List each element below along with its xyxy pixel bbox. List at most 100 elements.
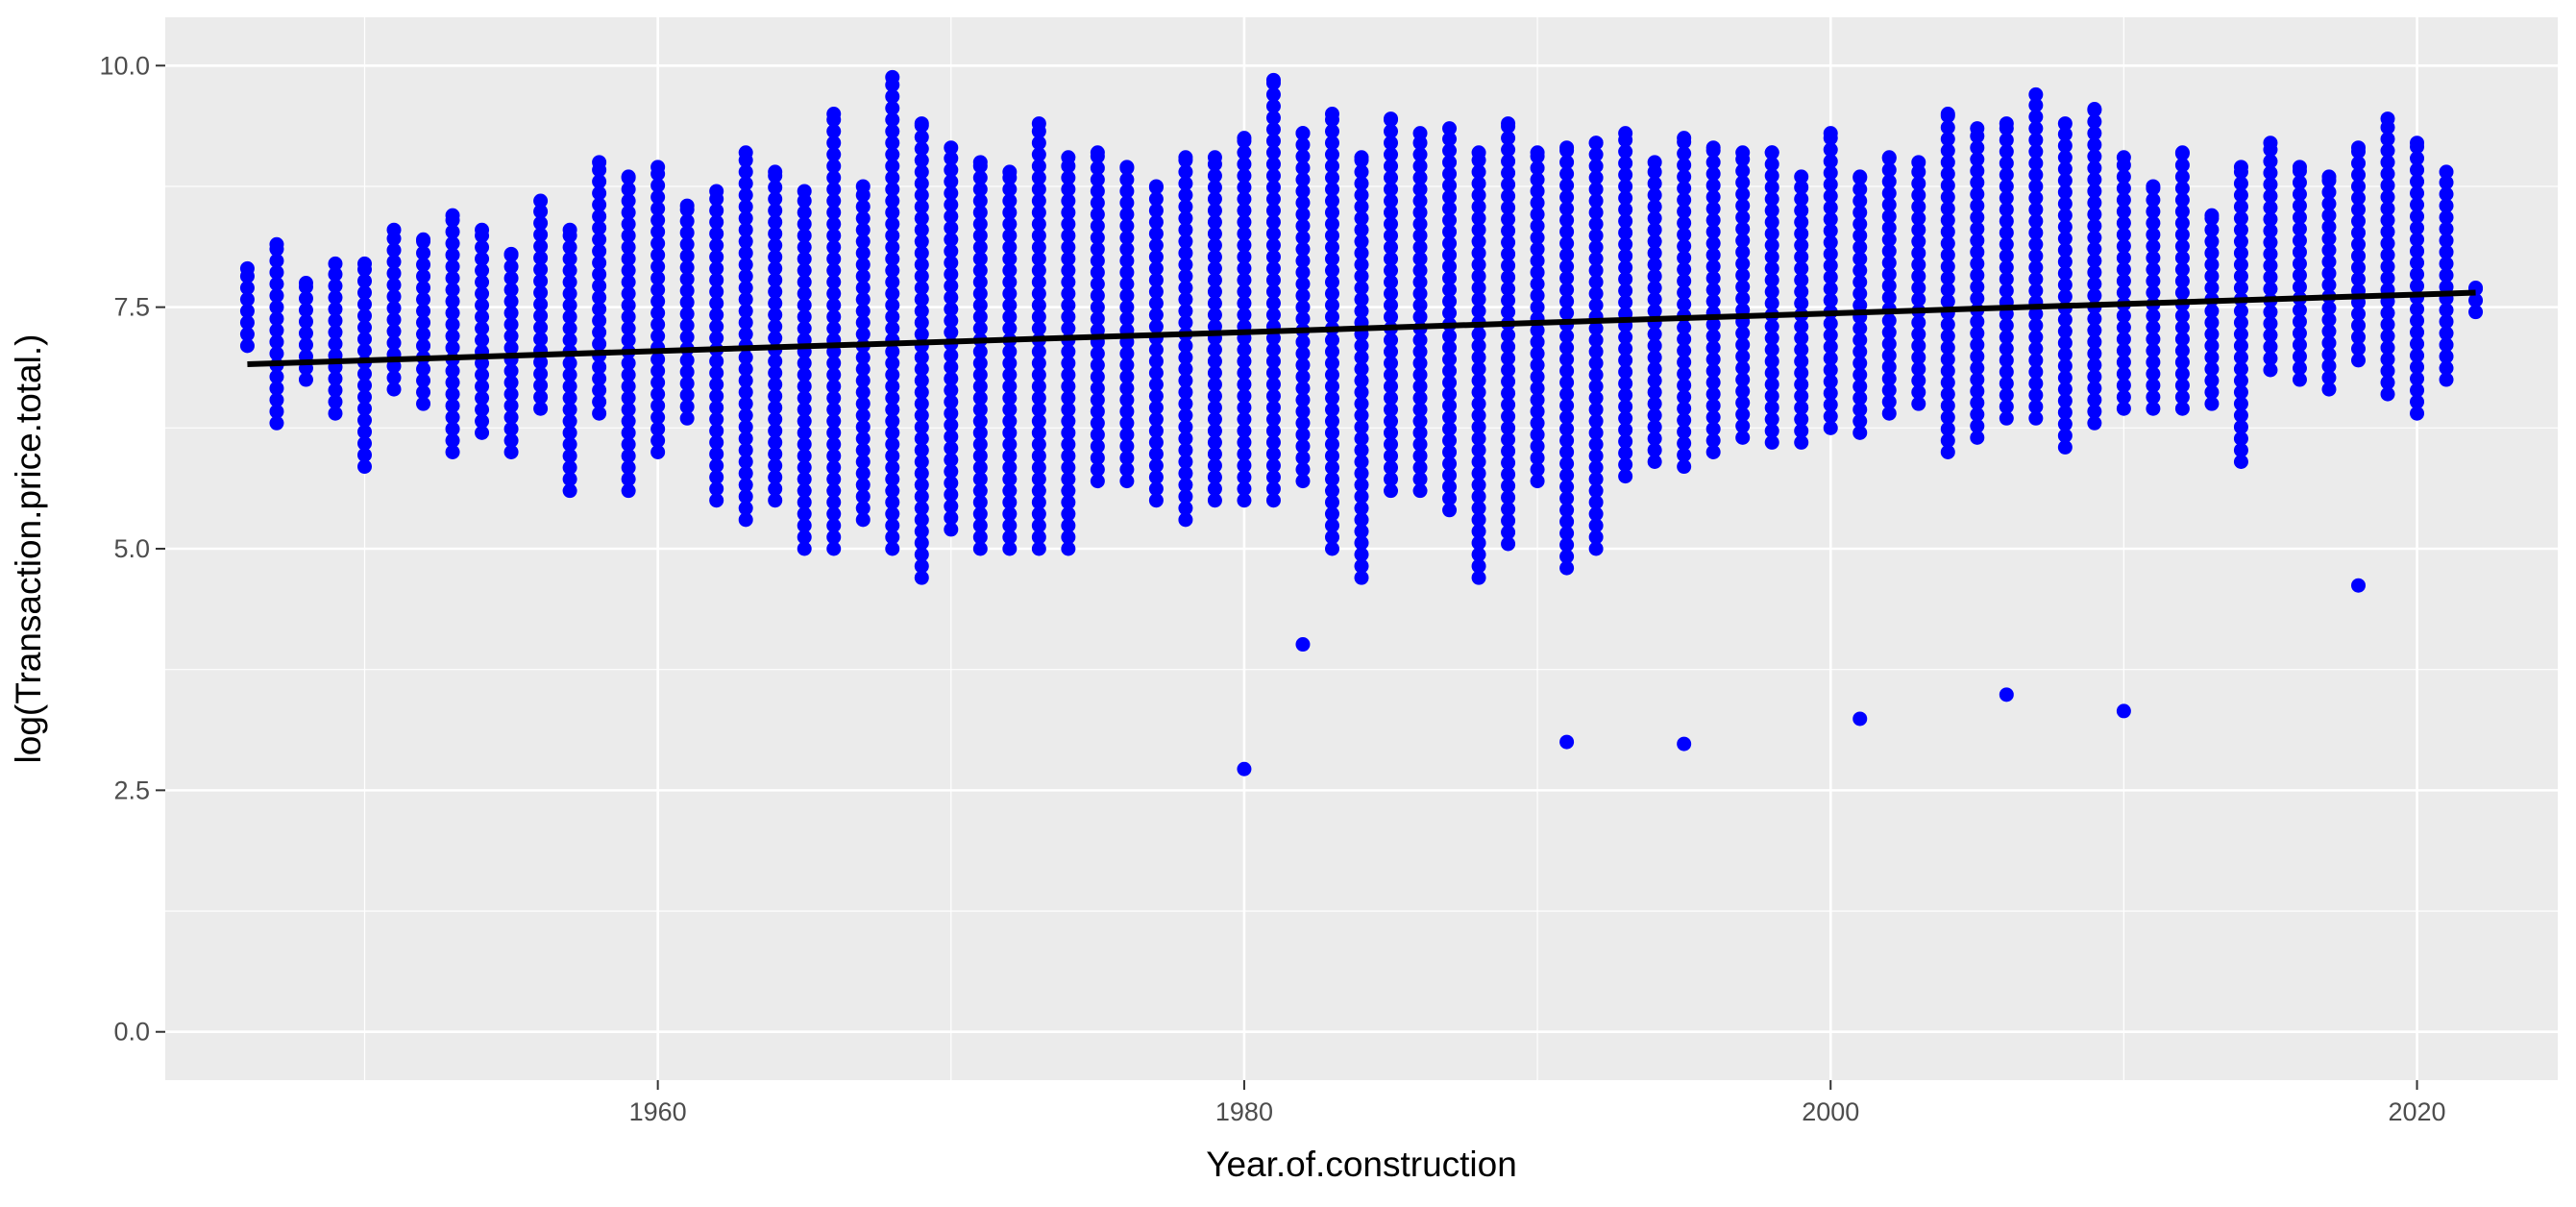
data-point bbox=[2321, 358, 2337, 374]
data-point bbox=[2263, 234, 2278, 250]
data-point bbox=[2057, 312, 2073, 328]
data-point bbox=[1823, 234, 1838, 250]
data-point bbox=[1911, 234, 1926, 249]
data-point bbox=[1295, 160, 1311, 176]
data-point bbox=[1442, 201, 1458, 216]
data-point bbox=[1265, 72, 1281, 87]
data-point bbox=[1501, 234, 1516, 250]
data-point bbox=[1618, 236, 1633, 252]
data-point bbox=[1501, 397, 1516, 412]
data-point bbox=[1530, 264, 1545, 280]
data-point bbox=[1354, 524, 1369, 539]
data-point bbox=[709, 319, 724, 334]
data-point bbox=[503, 283, 519, 298]
data-point bbox=[1061, 193, 1076, 209]
data-point bbox=[621, 390, 636, 406]
data-point bbox=[944, 382, 959, 398]
data-point bbox=[1412, 298, 1428, 313]
data-point bbox=[386, 382, 402, 397]
data-point bbox=[2233, 407, 2248, 423]
data-point bbox=[797, 184, 812, 199]
data-point bbox=[1119, 218, 1135, 234]
data-point bbox=[1559, 201, 1575, 216]
data-point bbox=[1501, 408, 1516, 424]
data-point bbox=[2263, 269, 2278, 284]
data-point bbox=[738, 489, 753, 505]
data-point bbox=[2174, 378, 2190, 393]
data-point bbox=[2087, 195, 2102, 210]
data-point bbox=[1265, 86, 1281, 102]
data-point bbox=[1677, 131, 1692, 146]
data-point bbox=[1501, 305, 1516, 320]
data-point bbox=[1823, 339, 1838, 355]
data-point bbox=[1384, 228, 1399, 243]
data-point bbox=[709, 214, 724, 230]
data-point bbox=[1207, 342, 1222, 357]
data-point bbox=[679, 353, 695, 368]
data-point bbox=[1061, 182, 1076, 197]
data-point bbox=[1588, 530, 1604, 545]
data-point bbox=[738, 145, 753, 160]
data-point bbox=[357, 343, 372, 358]
data-point bbox=[1442, 409, 1458, 425]
data-point bbox=[914, 535, 929, 551]
data-point bbox=[1237, 411, 1252, 427]
data-point bbox=[1940, 235, 1955, 251]
data-point bbox=[885, 460, 900, 476]
data-point bbox=[768, 411, 783, 427]
data-point bbox=[1764, 388, 1779, 404]
data-point bbox=[269, 334, 284, 350]
data-point bbox=[1970, 406, 1985, 422]
data-point bbox=[972, 216, 988, 232]
data-point bbox=[2380, 329, 2395, 344]
data-point bbox=[1618, 445, 1633, 460]
data-point bbox=[1852, 402, 1868, 417]
data-point bbox=[1119, 172, 1135, 187]
data-point bbox=[1588, 448, 1604, 463]
data-point bbox=[1471, 478, 1486, 493]
data-point bbox=[1471, 501, 1486, 516]
data-point bbox=[1588, 436, 1604, 452]
data-point bbox=[972, 205, 988, 220]
data-point bbox=[2410, 232, 2425, 247]
data-point bbox=[1735, 198, 1751, 213]
data-point bbox=[2351, 341, 2366, 357]
data-point bbox=[1295, 438, 1311, 454]
data-point bbox=[1999, 376, 2014, 391]
data-point bbox=[1324, 530, 1339, 545]
data-point bbox=[1999, 410, 2014, 426]
data-point bbox=[1501, 385, 1516, 401]
data-point bbox=[1119, 438, 1135, 454]
data-point bbox=[1970, 186, 1985, 202]
data-point bbox=[2439, 233, 2454, 248]
data-point bbox=[1618, 330, 1633, 345]
data-point bbox=[1324, 182, 1339, 197]
data-point bbox=[1471, 222, 1486, 237]
data-point bbox=[1061, 228, 1076, 243]
data-point bbox=[914, 570, 929, 585]
data-point bbox=[2057, 428, 2073, 443]
data-point bbox=[650, 160, 666, 175]
data-point bbox=[972, 518, 988, 533]
data-point bbox=[914, 384, 929, 400]
data-point bbox=[1501, 116, 1516, 132]
data-point bbox=[1412, 216, 1428, 232]
data-point bbox=[1852, 367, 1868, 382]
data-point bbox=[592, 394, 607, 409]
data-point bbox=[1999, 167, 2014, 183]
data-point bbox=[709, 203, 724, 218]
data-point bbox=[2233, 327, 2248, 342]
data-point bbox=[1178, 210, 1193, 226]
data-point bbox=[885, 344, 900, 359]
data-point bbox=[1764, 284, 1779, 300]
data-point bbox=[1501, 142, 1516, 158]
data-point bbox=[1940, 363, 1955, 379]
data-point bbox=[1442, 340, 1458, 356]
data-point bbox=[1119, 288, 1135, 304]
data-point bbox=[944, 220, 959, 235]
data-point bbox=[1295, 357, 1311, 373]
data-point bbox=[1501, 513, 1516, 529]
data-point bbox=[1618, 341, 1633, 357]
data-point bbox=[1794, 423, 1809, 438]
data-point bbox=[1530, 253, 1545, 268]
